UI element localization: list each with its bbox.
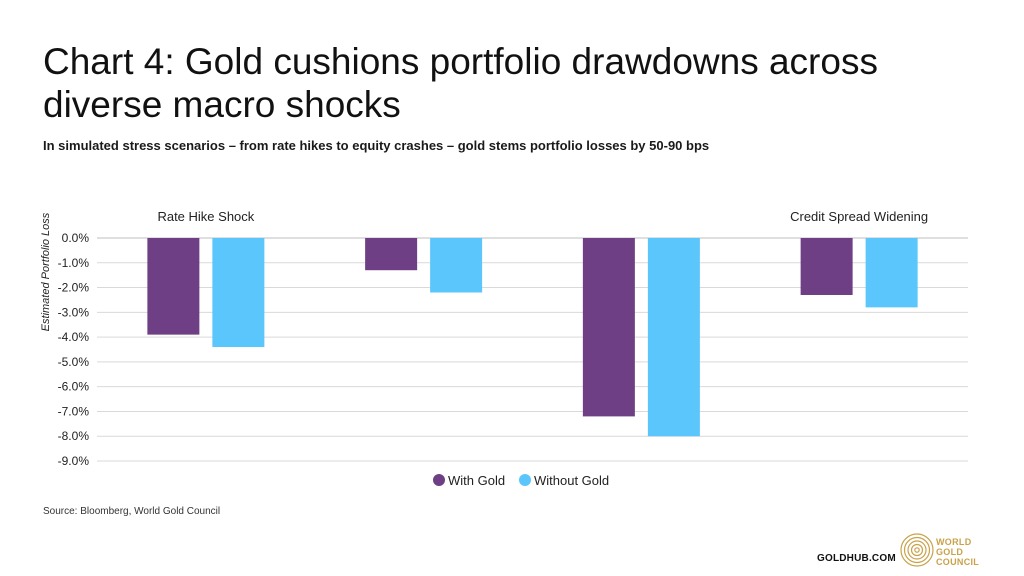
logo-line-2: GOLD <box>936 547 964 557</box>
bar-with-gold <box>582 238 635 417</box>
logo-line-3: COUNCIL <box>936 557 980 567</box>
bar-without-gold <box>647 238 700 437</box>
bar-chart: 0.0% -1.0% -2.0% -3.0% -4.0% -5.0% -6.0% -7.0% -… <box>40 209 968 488</box>
category-label: Rate Hike Shock <box>157 209 254 224</box>
footer-link[interactable]: GOLDHUB.COM <box>817 553 896 564</box>
logo-line-1: WORLD <box>936 537 972 547</box>
y-tick-label: -9.0% <box>58 454 90 468</box>
bar-with-gold <box>147 238 200 335</box>
y-tick-label: -7.0% <box>58 404 90 418</box>
y-tick-label: -1.0% <box>58 256 90 270</box>
y-tick-label: -6.0% <box>58 380 90 394</box>
y-tick-label: 0.0% <box>62 231 90 245</box>
concentric-circles-icon <box>900 533 934 567</box>
bar-without-gold <box>212 238 265 348</box>
chart-subtitle: In simulated stress scenarios – from rat… <box>43 138 710 153</box>
legend-swatch <box>433 474 445 486</box>
legend-label: Without Gold <box>534 473 609 488</box>
legend-label: With Gold <box>448 473 505 488</box>
y-tick-label: -5.0% <box>58 355 90 369</box>
y-tick-label: -3.0% <box>58 305 90 319</box>
legend-swatch <box>519 474 531 486</box>
source-note: Source: Bloomberg, World Gold Council <box>43 506 221 517</box>
bar-without-gold <box>865 238 918 308</box>
y-tick-label: -4.0% <box>58 330 90 344</box>
logo-text: WORLD GOLD COUNCIL <box>936 537 979 567</box>
bar-without-gold <box>430 238 483 293</box>
bar-with-gold <box>800 238 853 295</box>
y-tick-label: -8.0% <box>58 429 90 443</box>
chart-title: Chart 4: Gold cushions portfolio drawdow… <box>43 41 878 125</box>
bar-with-gold <box>365 238 418 271</box>
category-label: Credit Spread Widening <box>790 209 928 224</box>
y-axis-title: Estimated Portfolio Loss <box>40 212 52 331</box>
y-tick-label: -2.0% <box>58 281 90 295</box>
